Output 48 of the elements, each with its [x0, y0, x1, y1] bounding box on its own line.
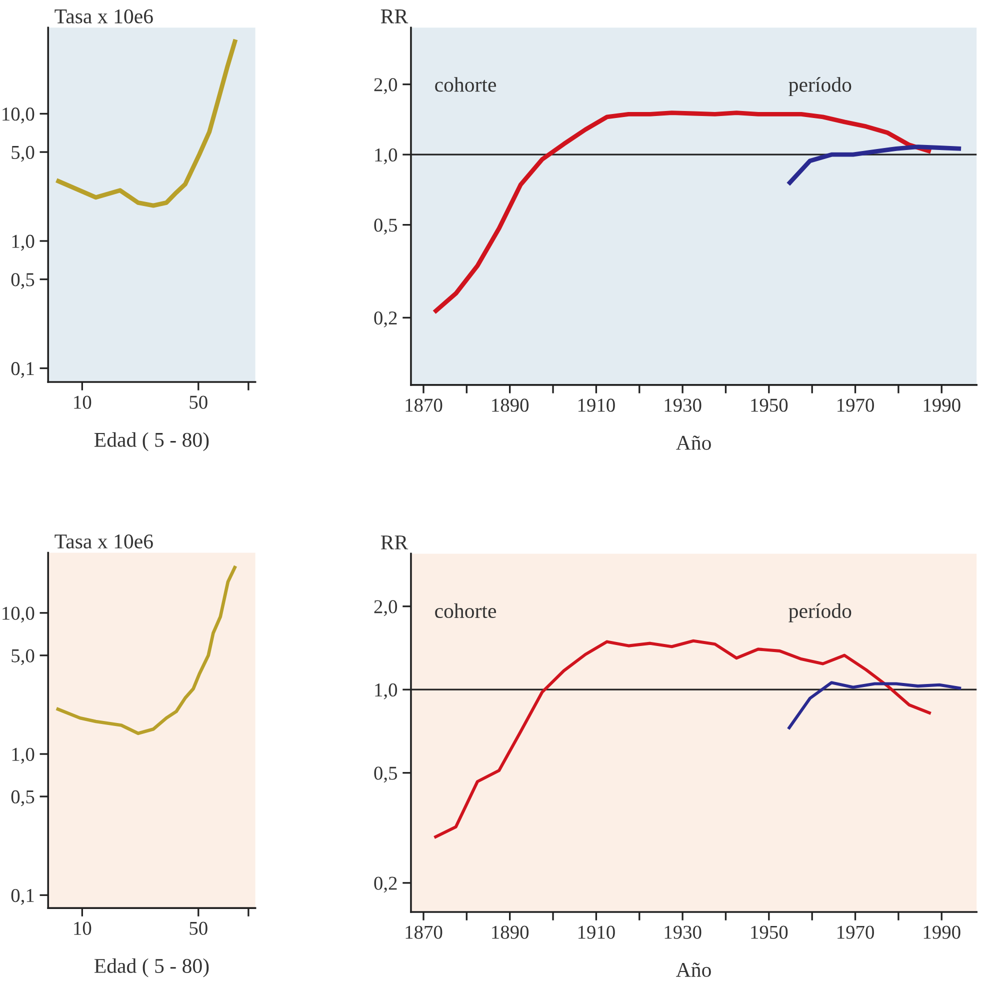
y-tick-label: 1,0 [375, 683, 398, 700]
y-tick-label: 0,5 [11, 790, 34, 806]
x-tick-label: 1970 [838, 398, 874, 412]
x-tick-label: 1970 [838, 926, 874, 939]
y-tick-label: 0,2 [374, 312, 397, 328]
y-tick-label: 0,5 [374, 218, 398, 235]
x-tick-label: 1930 [664, 926, 702, 939]
y-tick-label: 1,0 [12, 748, 34, 764]
x-tick-label: 10 [74, 396, 92, 409]
x-tick-label: 1870 [406, 398, 442, 412]
x-axis-title: Año [676, 962, 711, 977]
y-tick-label: 0,5 [11, 273, 34, 290]
annotation: cohorte [435, 77, 496, 92]
x-axis-title: Edad ( 5 - 80) [94, 432, 209, 452]
x-tick-label: 10 [74, 922, 92, 935]
y-axis-title: Tasa x 10e6 [54, 9, 153, 24]
x-axis-title: Edad ( 5 - 80) [94, 958, 209, 978]
y-tick-label: 1,0 [375, 148, 398, 164]
x-tick-label: 1950 [751, 398, 788, 412]
annotation: período [788, 603, 852, 622]
x-tick-label: 50 [190, 922, 208, 935]
x-tick-label: 1890 [492, 926, 529, 939]
y-tick-label: 10,0 [2, 108, 34, 124]
y-tick-label: 2,0 [374, 600, 398, 616]
x-tick-label: 1890 [492, 398, 529, 412]
x-tick-label: 1950 [751, 926, 788, 939]
y-tick-label: 0,1 [11, 888, 34, 905]
x-tick-label: 1990 [924, 926, 960, 939]
annotation: período [788, 77, 852, 96]
y-tick-label: 0,2 [374, 876, 397, 893]
y-axis-title: Tasa x 10e6 [54, 534, 153, 548]
y-tick-label: 0,1 [11, 362, 34, 378]
y-tick-label: 2,0 [374, 78, 398, 94]
y-tick-label: 5,0 [12, 649, 34, 666]
x-tick-label: 1930 [664, 398, 702, 412]
x-tick-label: 1870 [406, 926, 442, 939]
y-axis-title: RR [380, 536, 408, 550]
y-axis-title: RR [380, 10, 408, 24]
y-tick-label: 1,0 [12, 234, 34, 251]
x-tick-label: 1990 [924, 398, 960, 412]
annotation: cohorte [435, 603, 496, 618]
x-tick-label: 1910 [578, 398, 615, 412]
y-tick-label: 0,5 [374, 766, 398, 783]
x-tick-label: 50 [190, 396, 208, 409]
x-tick-label: 1910 [578, 926, 615, 939]
y-tick-label: 5,0 [12, 146, 34, 162]
y-tick-label: 10,0 [2, 606, 34, 623]
x-axis-title: Año [676, 436, 711, 450]
